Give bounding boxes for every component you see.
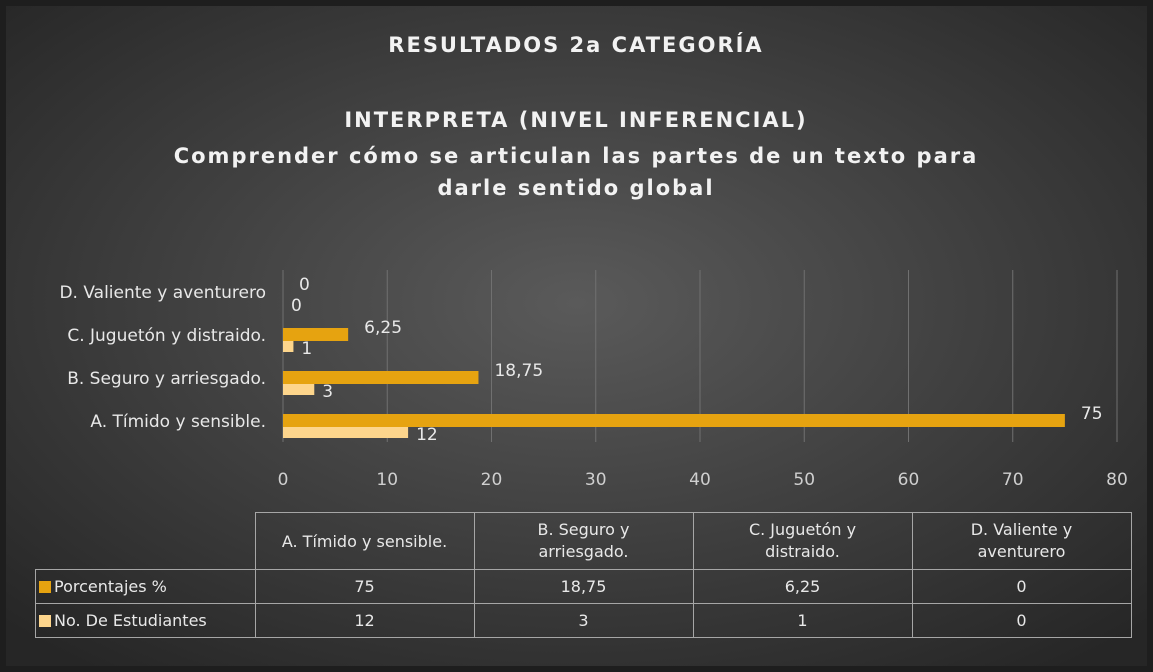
data-label: 0 <box>291 296 302 316</box>
y-tick-label: C. Juguetón y distraido. <box>67 326 266 346</box>
category-label: B. Seguro y arriesgado. <box>537 520 630 561</box>
bar <box>283 427 409 438</box>
chart-subtitle: INTERPRETA (NIVEL INFERENCIAL) <box>344 108 807 132</box>
category-label: D. Valiente y aventurero <box>970 520 1073 561</box>
chart-subtitle: Comprender cómo se articulan las partes … <box>174 144 979 168</box>
x-tick-label: 80 <box>1106 470 1128 490</box>
y-tick-label: D. Valiente y aventurero <box>59 283 266 303</box>
table-cell: 0 <box>911 569 1132 604</box>
legend-key <box>39 581 51 593</box>
x-tick-label: 0 <box>278 470 289 490</box>
data-label: 0 <box>299 275 310 295</box>
y-tick-label: A. Tímido y sensible. <box>90 412 266 432</box>
x-tick-label: 10 <box>376 470 398 490</box>
table-header-cell: C. Juguetón y distraido. <box>692 512 913 570</box>
legend-key <box>39 615 51 627</box>
x-tick-label: 50 <box>793 470 815 490</box>
table-cell: 18,75 <box>473 569 694 604</box>
legend-label: Porcentajes % <box>54 577 167 596</box>
table-row-label: No. De Estudiantes <box>35 603 256 638</box>
bar <box>283 341 294 352</box>
table-corner <box>35 512 256 570</box>
data-label: 3 <box>322 382 333 402</box>
data-table: A. Tímido y sensible. B. Seguro y arriesg… <box>35 512 1132 638</box>
table-cell: 3 <box>473 603 694 638</box>
table-row-label: Porcentajes % <box>35 569 256 604</box>
x-tick-label: 20 <box>481 470 503 490</box>
table-header-cell: A. Tímido y sensible. <box>254 512 475 570</box>
data-label: 12 <box>416 425 438 445</box>
category-label: A. Tímido y sensible. <box>281 531 448 551</box>
table-header-row: A. Tímido y sensible. B. Seguro y arriesg… <box>35 512 1132 570</box>
table-cell: 75 <box>254 569 475 604</box>
bar <box>283 384 315 395</box>
x-tick-label: 70 <box>1002 470 1024 490</box>
x-tick-label: 30 <box>585 470 607 490</box>
chart-title: RESULTADOS 2a CATEGORÍA <box>388 32 763 57</box>
bar <box>283 328 349 341</box>
table-header-cell: D. Valiente y aventurero <box>911 512 1132 570</box>
data-label: 1 <box>301 339 312 359</box>
x-tick-label: 60 <box>898 470 920 490</box>
table-row: No. De Estudiantes 12 3 1 0 <box>35 603 1132 638</box>
data-label: 75 <box>1081 404 1103 424</box>
table-cell: 1 <box>692 603 913 638</box>
table-row: Porcentajes % 75 18,75 6,25 0 <box>35 569 1132 604</box>
category-label: C. Juguetón y distraido. <box>748 520 857 561</box>
chart-subtitle: darle sentido global <box>437 176 714 200</box>
table-cell: 12 <box>254 603 475 638</box>
x-tick-label: 40 <box>689 470 711 490</box>
y-tick-label: B. Seguro y arriesgado. <box>67 369 266 389</box>
table-header-cell: B. Seguro y arriesgado. <box>473 512 694 570</box>
bar <box>283 371 479 384</box>
table-cell: 6,25 <box>692 569 913 604</box>
legend-label: No. De Estudiantes <box>54 611 207 630</box>
data-label: 6,25 <box>364 318 402 338</box>
data-label: 18,75 <box>494 361 543 381</box>
bar <box>283 414 1065 427</box>
table-cell: 0 <box>911 603 1132 638</box>
